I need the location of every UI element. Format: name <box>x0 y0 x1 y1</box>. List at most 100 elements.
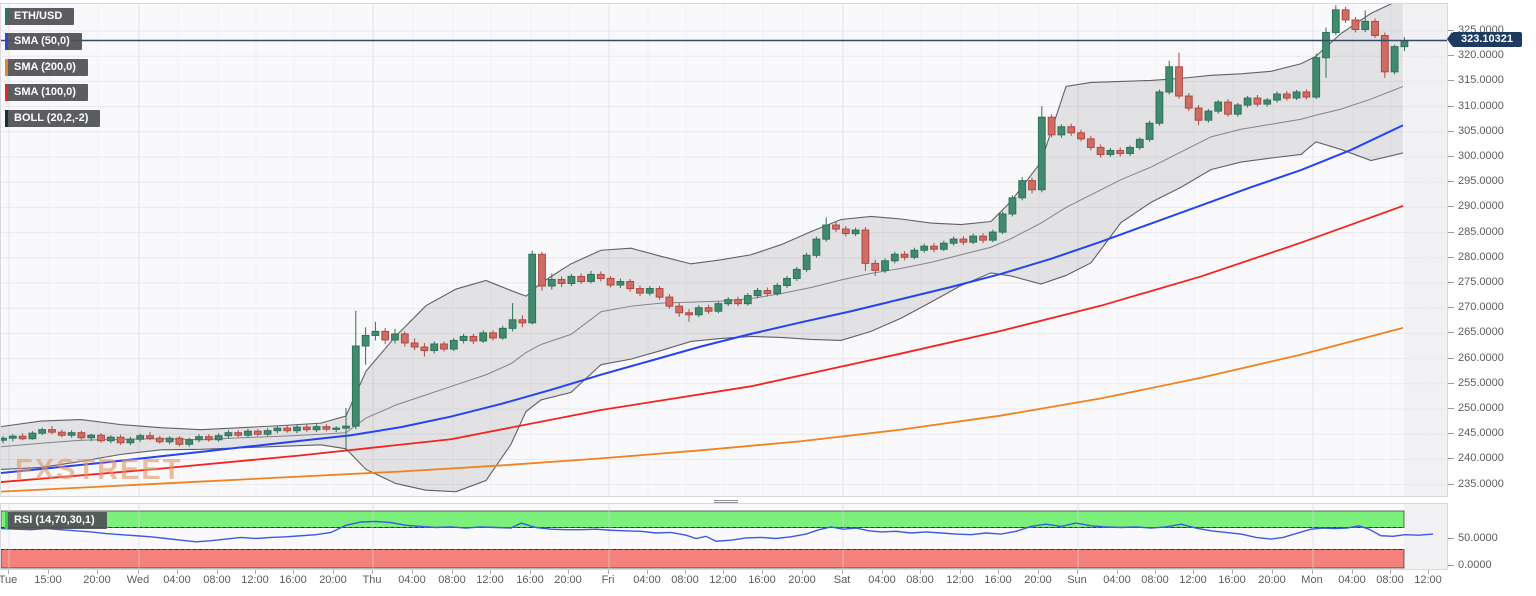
price-tick-label: 255.0000 <box>1458 376 1504 389</box>
time-tick <box>802 570 803 574</box>
time-label-hour: 20:00 <box>788 574 816 586</box>
time-label-hour: 12:00 <box>946 574 974 586</box>
sma200-line <box>1 326 1404 493</box>
price-tick-tick <box>1448 382 1454 384</box>
legend-stripe <box>5 512 8 529</box>
price-tick-tick <box>1448 231 1454 233</box>
price-tick-tick <box>1448 483 1454 485</box>
legend-sma[interactable]: SMA (200,0) <box>5 58 88 76</box>
price-tick-label: 285.0000 <box>1458 225 1504 238</box>
price-chart-panel[interactable]: FXSTREET ETH/USD SMA (50,0) SMA (200,0) SMA… <box>0 3 1448 497</box>
time-tick <box>1232 570 1233 574</box>
price-tick-label: 245.0000 <box>1458 427 1504 440</box>
time-label-day: Sat <box>833 574 851 586</box>
time-tick <box>97 570 98 574</box>
price-tick-label: 300.0000 <box>1458 150 1504 162</box>
rsi-line <box>1 520 1434 543</box>
time-label-hour: 20:00 <box>83 574 111 586</box>
time-label-hour: 08:00 <box>438 574 466 586</box>
price-tick-label: 320.0000 <box>1458 49 1504 62</box>
time-label-hour: 16:00 <box>279 574 307 586</box>
legend-boll[interactable]: BOLL (20,2,-2) <box>5 109 101 127</box>
rsi-tick-label: 50.0000 <box>1458 531 1498 544</box>
price-tick-label: 275.0000 <box>1458 276 1504 288</box>
time-label-hour: 20:00 <box>1024 574 1052 586</box>
time-tick <box>1193 570 1194 574</box>
price-tick-label: 280.0000 <box>1458 250 1504 263</box>
time-tick <box>48 570 49 574</box>
rsi-tick-tick <box>1448 537 1454 539</box>
price-tick-label: 310.0000 <box>1458 99 1504 112</box>
time-tick <box>412 570 413 574</box>
time-tick <box>530 570 531 574</box>
time-tick <box>1352 570 1353 574</box>
price-tick-label: 250.0000 <box>1458 402 1504 414</box>
price-tick-tick <box>1448 458 1454 460</box>
price-tick-label: 240.0000 <box>1458 452 1504 465</box>
time-tick <box>1117 570 1118 574</box>
time-label-hour: 04:00 <box>1103 574 1131 586</box>
time-label-hour: 16:00 <box>516 574 544 586</box>
price-tick-label: 305.0000 <box>1458 124 1504 137</box>
time-tick <box>1155 570 1156 574</box>
price-tick-label: 235.0000 <box>1458 477 1504 490</box>
time-tick <box>333 570 334 574</box>
time-label-hour: 08:00 <box>671 574 699 586</box>
price-tick-tick <box>1448 282 1454 283</box>
time-tick <box>723 570 724 574</box>
candles <box>1 5 1409 452</box>
bollinger-upper <box>1 4 1393 431</box>
legend-stripe <box>5 33 8 51</box>
rsi-panel[interactable]: RSI (14,70,30,1) <box>0 503 1448 570</box>
price-tick-tick <box>1448 307 1454 309</box>
time-tick <box>998 570 999 574</box>
time-label-hour: 20:00 <box>554 574 582 586</box>
legend-label: SMA (50,0) <box>14 35 70 48</box>
time-label-hour: 16:00 <box>1218 574 1246 586</box>
current-price-badge: 323.10321 <box>1447 32 1522 48</box>
time-label-hour: 12:00 <box>1179 574 1207 586</box>
legend-sma[interactable]: SMA (50,0) <box>5 33 82 51</box>
plot-right-margin <box>1404 4 1447 496</box>
price-tick-label: 315.0000 <box>1458 74 1504 87</box>
sma100-line <box>1 205 1404 483</box>
legend-ethusd[interactable]: ETH/USD <box>5 8 75 25</box>
time-tick <box>1272 570 1273 574</box>
time-tick <box>608 570 609 574</box>
time-label-hour: 12:00 <box>241 574 269 586</box>
time-label-day: Mon <box>1301 574 1323 586</box>
time-label-hour: 20:00 <box>1258 574 1286 586</box>
legend-stripe <box>5 84 8 102</box>
time-label-hour: 08:00 <box>1376 574 1404 586</box>
time-label-day: Fri <box>601 574 615 586</box>
price-tick-tick <box>1448 156 1454 157</box>
time-label-hour: 04:00 <box>633 574 661 586</box>
time-label-day: Thu <box>362 574 382 586</box>
time-tick <box>138 570 139 574</box>
time-tick <box>452 570 453 574</box>
legend-rsi[interactable]: RSI (14,70,30,1) <box>5 512 107 529</box>
rsi-oversold-zone <box>1 549 1405 569</box>
time-label-hour: 20:00 <box>319 574 347 586</box>
price-tick-label: 260.0000 <box>1458 351 1504 364</box>
time-tick <box>372 570 373 574</box>
time-label-day: Tue <box>0 574 18 586</box>
time-label-hour: 12:00 <box>1414 574 1442 586</box>
time-tick <box>177 570 178 574</box>
time-tick <box>255 570 256 574</box>
time-tick <box>490 570 491 574</box>
time-label-day: Wed <box>126 574 150 586</box>
price-tick-tick <box>1448 332 1454 334</box>
time-label-hour: 16:00 <box>984 574 1012 586</box>
time-label-hour: 08:00 <box>1141 574 1169 586</box>
rsi-tick-tick <box>1448 565 1454 566</box>
price-tick-label: 295.0000 <box>1458 175 1504 188</box>
time-label-hour: 04:00 <box>868 574 896 586</box>
legend-sma[interactable]: SMA (100,0) <box>5 84 88 102</box>
price-tick-tick <box>1448 30 1454 31</box>
time-tick <box>293 570 294 574</box>
price-tick-tick <box>1448 433 1454 435</box>
time-tick <box>1312 570 1313 574</box>
time-label-hour: 04:00 <box>1338 574 1366 586</box>
legend-stripe <box>5 109 8 127</box>
